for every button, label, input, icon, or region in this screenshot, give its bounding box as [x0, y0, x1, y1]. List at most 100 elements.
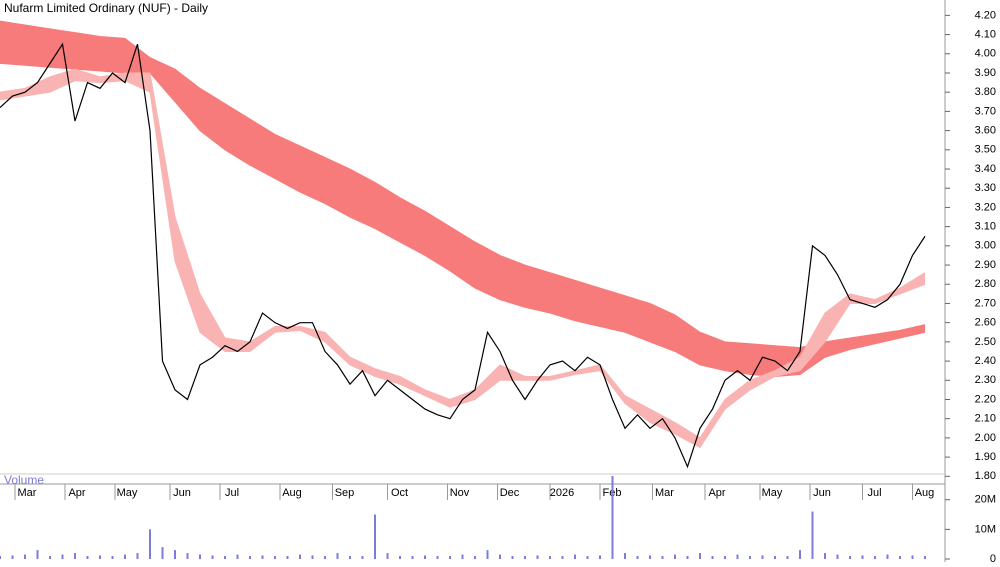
- volume-bar: [561, 556, 564, 559]
- chart-title: Nufarm Limited Ordinary (NUF) - Daily: [4, 1, 208, 15]
- x-tick-label: Apr: [708, 487, 725, 499]
- volume-bar: [386, 553, 389, 559]
- x-tick-label: Aug: [915, 487, 935, 499]
- volume-bar: [299, 554, 301, 559]
- volume-bar: [174, 550, 176, 559]
- volume-bar: [224, 556, 226, 559]
- y-tick-label: 3.00: [975, 240, 996, 252]
- volume-bar: [436, 556, 439, 559]
- volume-bar: [724, 556, 726, 559]
- volume-bar: [824, 553, 826, 559]
- volume-bar: [124, 554, 126, 559]
- volume-bar: [261, 555, 264, 559]
- y-tick-label: 3.60: [975, 125, 996, 137]
- y-tick-label: 1.90: [975, 451, 996, 463]
- volume-bar: [586, 556, 589, 559]
- volume-bar: [749, 556, 751, 559]
- y-tick-label: 0: [990, 553, 996, 562]
- volume-bar: [911, 555, 914, 559]
- volume-bar: [774, 556, 776, 559]
- x-tick-label: Jun: [813, 487, 831, 499]
- volume-bar: [536, 555, 539, 559]
- y-tick-label: 2.00: [975, 432, 996, 444]
- volume-bar: [636, 556, 639, 559]
- volume-bar: [361, 556, 364, 559]
- y-tick-label: 2.30: [975, 374, 996, 386]
- y-tick-label: 2.50: [975, 336, 996, 348]
- volume-bar: [11, 555, 14, 559]
- volume-bar: [0, 556, 1, 559]
- volume-bar: [36, 550, 39, 559]
- y-tick-label: 3.40: [975, 163, 996, 175]
- volume-bar: [374, 514, 376, 559]
- y-tick-label: 2.60: [975, 317, 996, 329]
- volume-bar: [674, 554, 676, 559]
- x-tick-label: May: [762, 487, 783, 499]
- volume-bar: [599, 555, 601, 559]
- volume-bar: [136, 553, 139, 559]
- y-tick-label: 2.90: [975, 259, 996, 271]
- volume-bar: [199, 554, 201, 559]
- volume-bar: [611, 476, 614, 559]
- x-tick-label: Jun: [173, 487, 191, 499]
- x-tick-label: Jul: [225, 487, 239, 499]
- volume-title: Volume: [4, 473, 44, 487]
- volume-bar: [461, 554, 464, 559]
- y-tick-label: 3.30: [975, 182, 996, 194]
- volume-bar: [524, 556, 526, 559]
- x-tick-label: Apr: [68, 487, 85, 499]
- x-tick-label: May: [117, 487, 138, 499]
- volume-bar: [836, 554, 839, 559]
- volume-bar: [349, 556, 351, 559]
- y-tick-label: 4.10: [975, 28, 996, 40]
- volume-bar: [274, 556, 276, 559]
- volume-bar: [161, 547, 164, 559]
- volume-bar: [511, 556, 514, 559]
- volume-bar: [874, 556, 876, 559]
- volume-bar: [24, 554, 26, 559]
- y-tick-label: 2.10: [975, 413, 996, 425]
- x-tick-label: 2026: [550, 487, 574, 499]
- y-tick-label: 3.50: [975, 144, 996, 156]
- volume-bar: [324, 556, 326, 559]
- volume-bar: [424, 555, 426, 559]
- volume-bar: [236, 554, 239, 559]
- volume-bar: [486, 550, 489, 559]
- volume-bar: [624, 553, 626, 559]
- volume-bar: [661, 556, 664, 559]
- volume-bar: [211, 555, 214, 559]
- volume-bar: [899, 556, 901, 559]
- volume-bar: [861, 555, 864, 559]
- y-tick-label: 1.80: [975, 470, 996, 482]
- volume-bar: [574, 554, 576, 559]
- y-tick-label: 2.70: [975, 297, 996, 309]
- volume-bar: [99, 555, 101, 559]
- volume-bar: [186, 553, 189, 559]
- volume-bar: [336, 553, 339, 559]
- volume-bar: [849, 556, 851, 559]
- volume-bar: [786, 556, 789, 559]
- x-tick-label: Oct: [391, 487, 408, 499]
- volume-bar: [886, 554, 889, 559]
- x-tick-label: Nov: [450, 487, 470, 499]
- volume-bar: [549, 556, 551, 559]
- ribbon: [0, 21, 925, 377]
- volume-bar: [74, 553, 76, 559]
- volume-bar: [311, 555, 314, 559]
- x-tick-label: Sep: [335, 487, 355, 499]
- volume-bar: [924, 556, 926, 559]
- volume-bar: [411, 556, 414, 559]
- y-tick-label: 3.80: [975, 86, 996, 98]
- y-tick-label: 3.90: [975, 67, 996, 79]
- volume-bar: [499, 554, 501, 559]
- volume-bar: [449, 556, 451, 559]
- volume-bar: [474, 556, 476, 559]
- volume-bar: [711, 556, 714, 559]
- volume-bar: [49, 556, 51, 559]
- volume-bar: [399, 556, 401, 559]
- volume-bar: [736, 554, 739, 559]
- x-tick-label: Aug: [282, 487, 302, 499]
- y-tick-label: 2.40: [975, 355, 996, 367]
- volume-bar: [686, 556, 689, 559]
